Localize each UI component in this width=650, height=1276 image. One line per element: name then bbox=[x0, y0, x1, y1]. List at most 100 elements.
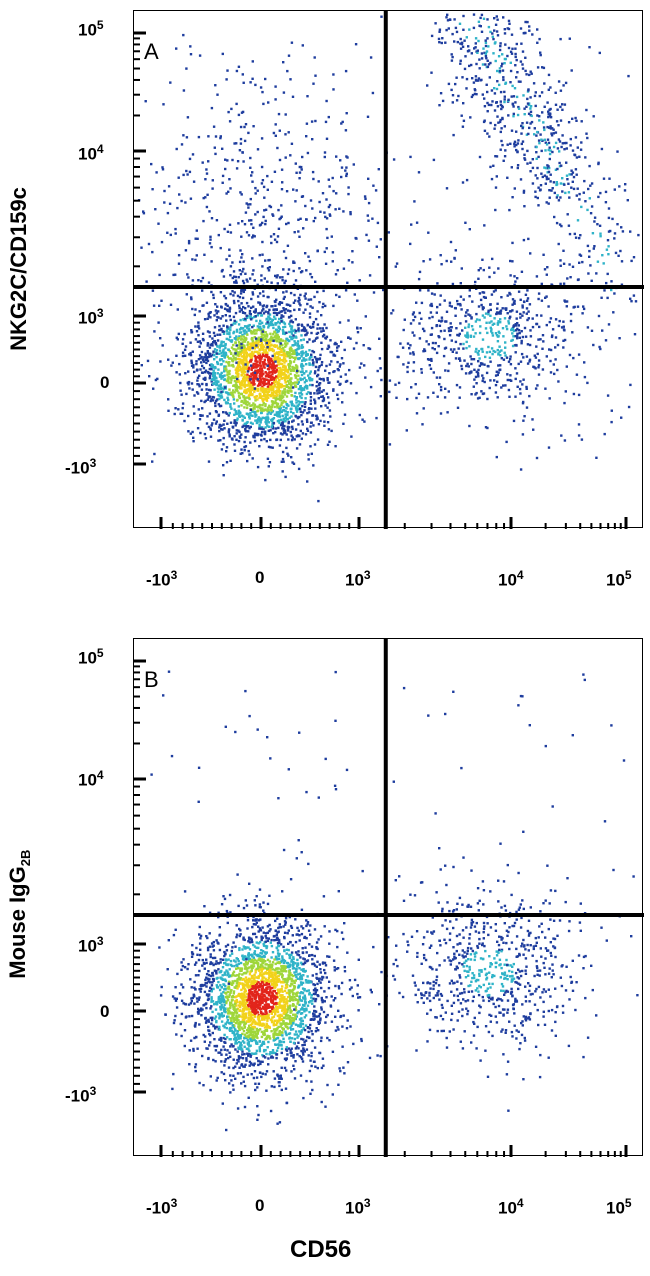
event-dot bbox=[206, 193, 209, 196]
event-dot bbox=[255, 1057, 258, 1060]
event-dot bbox=[261, 309, 264, 312]
event-dot bbox=[375, 245, 378, 248]
event-dot bbox=[309, 431, 313, 434]
event-dot bbox=[455, 30, 459, 34]
event-dot bbox=[570, 173, 573, 176]
event-dot bbox=[610, 409, 613, 412]
event-dot bbox=[369, 385, 373, 389]
event-dot bbox=[226, 309, 229, 313]
event-dot bbox=[207, 1025, 210, 1029]
event-dot bbox=[534, 190, 537, 193]
event-dot bbox=[300, 420, 304, 423]
event-dot bbox=[467, 45, 470, 48]
event-dot bbox=[242, 356, 246, 360]
event-dot bbox=[242, 360, 245, 363]
event-dot bbox=[442, 354, 446, 358]
event-dot bbox=[253, 1038, 256, 1042]
event-dot bbox=[478, 24, 481, 27]
event-dot bbox=[520, 342, 523, 345]
event-dot bbox=[348, 979, 352, 982]
event-dot bbox=[234, 322, 237, 325]
event-dot bbox=[224, 314, 227, 317]
event-dot bbox=[225, 258, 228, 261]
event-dot bbox=[258, 382, 262, 385]
event-dot bbox=[254, 213, 257, 216]
event-dot bbox=[263, 398, 266, 401]
event-dot bbox=[502, 159, 505, 162]
event-dot bbox=[616, 223, 619, 226]
event-dot bbox=[210, 245, 213, 249]
event-dot bbox=[519, 27, 523, 30]
event-dot bbox=[519, 298, 522, 301]
event-dot bbox=[274, 971, 277, 974]
event-dot bbox=[186, 381, 189, 384]
event-dot bbox=[214, 152, 217, 156]
event-dot bbox=[262, 326, 266, 329]
event-dot bbox=[496, 323, 500, 326]
event-dot bbox=[303, 405, 307, 408]
event-dot bbox=[418, 311, 421, 315]
event-dot bbox=[239, 382, 242, 385]
event-dot bbox=[240, 351, 244, 354]
event-dot bbox=[266, 280, 269, 283]
event-dot bbox=[417, 277, 421, 281]
event-dot bbox=[228, 254, 231, 257]
event-dot bbox=[273, 402, 276, 405]
event-dot bbox=[212, 331, 216, 335]
event-dot bbox=[346, 156, 349, 159]
event-dot bbox=[321, 327, 324, 330]
event-dot bbox=[190, 364, 194, 367]
event-dot bbox=[231, 276, 234, 280]
event-dot bbox=[481, 93, 484, 96]
event-dot bbox=[347, 192, 350, 196]
event-dot bbox=[277, 330, 280, 333]
event-dot bbox=[476, 373, 480, 376]
event-dot bbox=[293, 395, 296, 398]
event-dot bbox=[448, 334, 452, 337]
event-dot bbox=[548, 320, 551, 324]
event-dot bbox=[222, 474, 225, 477]
event-dot bbox=[523, 107, 526, 110]
event-dot bbox=[204, 437, 208, 440]
event-dot bbox=[504, 57, 507, 61]
event-dot bbox=[308, 259, 312, 263]
event-dot bbox=[235, 335, 238, 338]
event-dot bbox=[351, 250, 354, 253]
event-dot bbox=[453, 18, 456, 21]
event-dot bbox=[325, 198, 328, 201]
event-dot bbox=[210, 398, 213, 401]
event-dot bbox=[467, 323, 471, 326]
event-dot bbox=[235, 350, 238, 353]
event-dot bbox=[260, 408, 263, 412]
event-dot bbox=[300, 351, 303, 354]
event-dot bbox=[311, 414, 314, 417]
event-dot bbox=[261, 305, 265, 308]
event-dot bbox=[179, 412, 182, 415]
event-dot bbox=[268, 385, 272, 388]
event-dot bbox=[311, 1088, 314, 1092]
event-dot bbox=[338, 383, 341, 386]
event-dot bbox=[489, 165, 492, 169]
event-dot bbox=[278, 357, 281, 360]
event-dot bbox=[216, 360, 219, 364]
event-dot bbox=[454, 82, 457, 86]
event-dot bbox=[503, 90, 506, 94]
event-dot bbox=[265, 353, 268, 357]
event-dot bbox=[201, 364, 204, 368]
event-dot bbox=[233, 391, 236, 394]
event-dot bbox=[447, 329, 451, 333]
event-dot bbox=[244, 317, 247, 320]
event-dot bbox=[261, 404, 264, 407]
event-dot bbox=[245, 278, 248, 281]
event-dot bbox=[394, 383, 397, 386]
event-dot bbox=[593, 216, 597, 219]
event-dot bbox=[607, 245, 610, 248]
event-dot bbox=[562, 325, 565, 328]
event-dot bbox=[566, 277, 569, 280]
event-dot bbox=[429, 367, 433, 370]
event-dot bbox=[261, 328, 265, 332]
event-dot bbox=[459, 304, 462, 307]
event-dot bbox=[242, 311, 245, 314]
event-dot bbox=[212, 963, 215, 967]
event-dot bbox=[192, 440, 195, 443]
